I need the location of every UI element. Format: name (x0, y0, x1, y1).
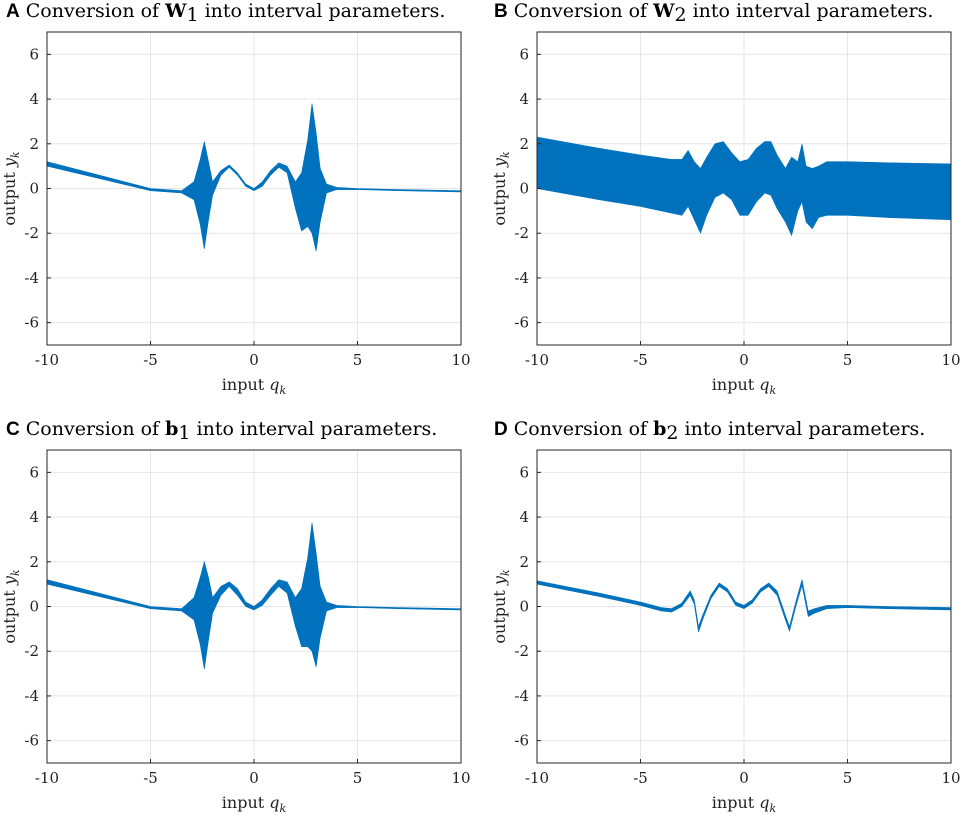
x-tick-label: -10 (35, 769, 59, 787)
x-tick-label: 5 (353, 769, 363, 787)
panel-letter: D (494, 419, 508, 440)
x-tick-label: 0 (249, 769, 259, 787)
panel-d: D Conversion of b2 into interval paramet… (490, 418, 961, 815)
x-axis-label: input qk (222, 793, 287, 815)
y-tick-label: -2 (24, 642, 39, 660)
panel-letter: C (6, 419, 20, 440)
panel-a: A Conversion of W1 into interval paramet… (0, 0, 471, 397)
x-tick-label: 0 (739, 769, 749, 787)
x-axis-label: input qk (222, 375, 287, 397)
y-tick-label: -6 (24, 732, 39, 750)
x-tick-label: -10 (35, 351, 59, 369)
panel-c: C Conversion of b1 into interval paramet… (0, 418, 471, 815)
grid (46, 450, 462, 763)
y-tick-label: 2 (519, 135, 529, 153)
y-tick-label: -6 (514, 314, 529, 332)
x-tick-label: -5 (633, 769, 648, 787)
x-tick-label: 10 (941, 351, 960, 369)
x-tick-label: 10 (941, 769, 960, 787)
panel-title: C Conversion of b1 into interval paramet… (6, 418, 437, 444)
x-tick-label: 5 (843, 351, 853, 369)
y-tick-label: 4 (29, 90, 39, 108)
y-tick-label: -2 (24, 224, 39, 242)
y-tick-label: 6 (519, 463, 529, 481)
panel-b: B Conversion of W2 into interval paramet… (490, 0, 961, 397)
x-tick-label: 10 (451, 351, 470, 369)
x-tick-label: -5 (143, 769, 158, 787)
y-tick-label: 0 (519, 598, 529, 616)
y-tick-label: 6 (519, 45, 529, 63)
y-tick-label: -2 (514, 224, 529, 242)
panel-title: D Conversion of b2 into interval paramet… (494, 418, 925, 444)
x-tick-label: 5 (843, 769, 853, 787)
y-tick-label: -4 (24, 269, 39, 287)
y-tick-label: 2 (519, 553, 529, 571)
x-tick-label: -10 (525, 351, 549, 369)
y-tick-label: -4 (514, 269, 529, 287)
x-tick-label: -5 (143, 351, 158, 369)
x-tick-label: 0 (739, 351, 749, 369)
panel-title: B Conversion of W2 into interval paramet… (494, 0, 933, 26)
y-axis-label: output yk (0, 569, 22, 643)
x-axis-label: input qk (712, 793, 777, 815)
y-tick-label: 0 (519, 180, 529, 198)
y-tick-label: 6 (29, 45, 39, 63)
y-axis-label: output yk (490, 569, 512, 643)
y-tick-label: -6 (24, 314, 39, 332)
y-tick-label: -6 (514, 732, 529, 750)
y-tick-label: 2 (29, 135, 39, 153)
y-tick-label: 4 (519, 90, 529, 108)
x-axis-label: input qk (712, 375, 777, 397)
y-tick-label: 0 (29, 180, 39, 198)
y-tick-label: 2 (29, 553, 39, 571)
x-tick-label: 5 (353, 351, 363, 369)
x-tick-label: 0 (249, 351, 259, 369)
y-tick-label: 4 (29, 508, 39, 526)
y-axis-label: output yk (0, 151, 22, 225)
y-tick-label: -4 (24, 687, 39, 705)
x-tick-label: -10 (525, 769, 549, 787)
y-tick-label: 0 (29, 598, 39, 616)
y-tick-label: -4 (514, 687, 529, 705)
y-axis-label: output yk (490, 151, 512, 225)
panel-title: A Conversion of W1 into interval paramet… (6, 0, 445, 26)
y-tick-label: 4 (519, 508, 529, 526)
panel-letter: B (494, 1, 508, 22)
panel-letter: A (6, 1, 20, 22)
x-tick-label: -5 (633, 351, 648, 369)
x-tick-label: 10 (451, 769, 470, 787)
y-tick-label: -2 (514, 642, 529, 660)
y-tick-label: 6 (29, 463, 39, 481)
